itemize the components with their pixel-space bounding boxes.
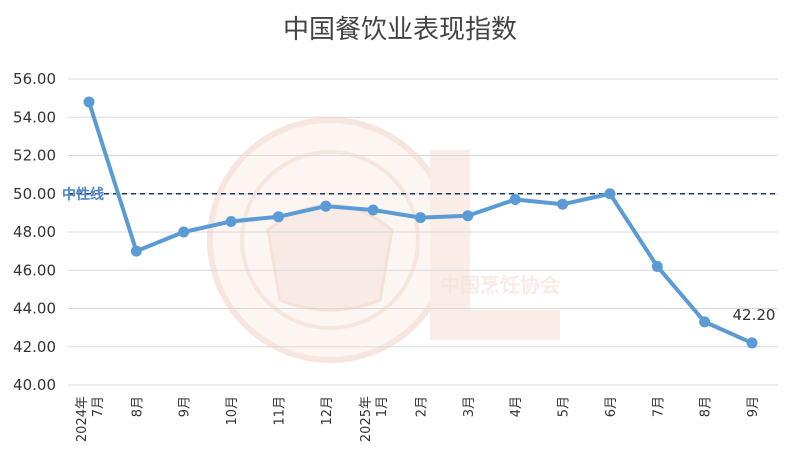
data-point — [509, 193, 521, 205]
x-tick-label: 2025年1月 — [359, 396, 390, 442]
x-tick-label: 8月 — [699, 396, 714, 417]
svg-text:12月: 12月 — [320, 396, 335, 426]
svg-text:9月: 9月 — [178, 396, 193, 417]
series-group — [83, 96, 758, 349]
y-tick-label: 46.00 — [13, 261, 56, 279]
x-tick-label: 7月 — [651, 396, 666, 417]
y-tick-label: 44.00 — [13, 300, 56, 318]
y-tick-label: 52.00 — [13, 147, 56, 165]
x-tick-label: 12月 — [320, 396, 335, 426]
svg-text:2025年1月: 2025年1月 — [359, 396, 390, 442]
data-point — [320, 200, 332, 212]
x-tick-label: 9月 — [746, 396, 761, 417]
x-tick-label: 11月 — [272, 396, 287, 426]
data-point — [83, 96, 95, 108]
y-tick-label: 40.00 — [13, 376, 56, 394]
chart-title: 中国餐饮业表现指数 — [283, 15, 517, 45]
svg-text:7月: 7月 — [651, 396, 666, 417]
watermark-text: 中国烹饪协会 — [440, 273, 560, 297]
y-axis: 40.00 42.00 44.00 46.00 48.00 50.00 52.00 54.00… — [13, 70, 56, 394]
x-tick-label: 6月 — [604, 396, 619, 417]
x-tick-label: 2024年7月 — [75, 396, 106, 442]
watermark-logo: 中国烹饪协会 — [207, 117, 560, 363]
x-tick-label: 3月 — [462, 396, 477, 417]
x-tick-label: 5月 — [557, 396, 572, 417]
data-label: 42.20 — [733, 306, 776, 324]
svg-text:4月: 4月 — [509, 396, 524, 417]
neutral-line-label: 中性线 — [62, 186, 104, 203]
data-point — [604, 188, 616, 200]
svg-text:2月: 2月 — [415, 396, 430, 417]
svg-text:8月: 8月 — [699, 396, 714, 417]
data-point — [178, 226, 190, 238]
data-point — [225, 215, 237, 227]
svg-text:2024年7月: 2024年7月 — [75, 396, 106, 442]
data-point — [746, 337, 758, 349]
y-tick-label: 54.00 — [13, 108, 56, 126]
data-point — [367, 204, 379, 216]
x-tick-label: 8月 — [130, 396, 145, 417]
svg-text:6月: 6月 — [604, 396, 619, 417]
data-point — [462, 210, 474, 222]
y-tick-label: 42.00 — [13, 338, 56, 356]
data-point — [699, 316, 711, 328]
x-tick-label: 2月 — [415, 396, 430, 417]
x-tick-label: 9月 — [178, 396, 193, 417]
svg-text:9月: 9月 — [746, 396, 761, 417]
neutral-line-group: 中性线 — [62, 186, 778, 203]
x-tick-label: 4月 — [509, 396, 524, 417]
x-axis: 2024年7月 8月 9月 10月 11月 12月 2025年1月 2月 3月 4月 5月 6月 7月 8… — [75, 396, 761, 442]
data-point — [651, 260, 663, 272]
data-point — [272, 211, 284, 223]
data-point — [130, 245, 142, 257]
data-point — [557, 198, 569, 210]
grid — [68, 78, 778, 386]
y-tick-label: 48.00 — [13, 223, 56, 241]
svg-text:8月: 8月 — [130, 396, 145, 417]
y-tick-label: 50.00 — [13, 185, 56, 203]
y-tick-label: 56.00 — [13, 70, 56, 88]
data-labels-group: 42.20 — [733, 306, 776, 324]
svg-text:10月: 10月 — [225, 396, 240, 426]
svg-text:5月: 5月 — [557, 396, 572, 417]
x-tick-label: 10月 — [225, 396, 240, 426]
svg-text:3月: 3月 — [462, 396, 477, 417]
data-point — [415, 212, 426, 224]
svg-text:11月: 11月 — [272, 396, 287, 426]
